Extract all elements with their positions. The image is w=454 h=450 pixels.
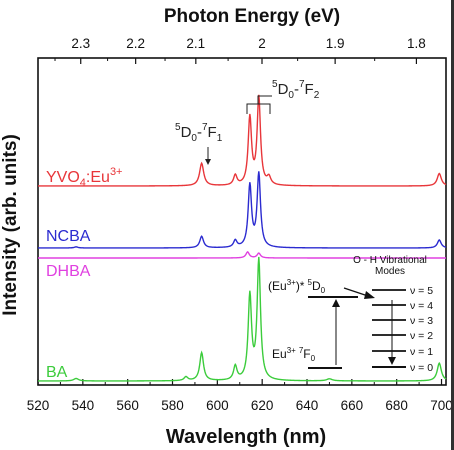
top-tick-label: 2.3 xyxy=(71,36,90,51)
y-axis-title: Intensity (arb. units) xyxy=(0,134,21,316)
transfer-arrow-line xyxy=(343,287,369,297)
top-axis-ticks: 2.3 2.2 2.1 2 1.9 1.8 xyxy=(54,36,426,64)
x-tick-label: 560 xyxy=(116,398,139,413)
excitation-arrowhead xyxy=(332,299,340,307)
inset-title-line1: O - H Vibrational xyxy=(353,255,427,266)
series-label: DHBA xyxy=(46,263,91,280)
vibrational-level-label: ν = 1 xyxy=(410,346,433,358)
transition-f1-annotation: 5D0-7F1 xyxy=(175,122,223,165)
vibrational-level-label: ν = 5 xyxy=(410,285,433,297)
vibrational-level-label: ν = 2 xyxy=(410,330,433,342)
vibrational-level-label: ν = 4 xyxy=(410,300,433,312)
x-tick-label: 580 xyxy=(161,398,184,413)
x-tick-label: 700 xyxy=(430,398,453,413)
top-axis-title: Photon Energy (eV) xyxy=(164,6,340,27)
transition-f2-annotation: 5D0-7F2 xyxy=(246,79,320,114)
excited-state-label: (Eu3+)* 5D0 xyxy=(268,278,326,295)
window-edge xyxy=(451,0,454,450)
top-tick-label: 2.2 xyxy=(126,36,145,51)
x-tick-label: 660 xyxy=(341,398,364,413)
series-label: NCBA xyxy=(46,228,91,245)
energy-level-inset: O - H Vibrational Modes (Eu3+)* 5D0 Eu3+ 7… xyxy=(268,255,433,374)
x-tick-label: 600 xyxy=(206,398,229,413)
series-layer xyxy=(38,94,447,382)
inset-title-line2: Modes xyxy=(375,266,405,277)
series-line-yvo4-eu3- xyxy=(38,94,447,187)
top-tick-label: 2 xyxy=(258,36,266,51)
series-label: BA xyxy=(46,364,68,381)
top-tick-label: 1.9 xyxy=(326,36,345,51)
x-tick-label: 620 xyxy=(251,398,274,413)
series-line-dhba xyxy=(38,250,446,259)
bottom-axis-ticks: 520 540 560 580 600 620 640 660 680 700 xyxy=(27,379,453,413)
transfer-arrowhead xyxy=(364,291,375,299)
x-tick-label: 540 xyxy=(72,398,95,413)
series-labels: YVO4:Eu3+ NCBA DHBA BA xyxy=(46,166,122,381)
plot-frame xyxy=(37,57,447,386)
transition-f2-label: 5D0-7F2 xyxy=(272,79,320,101)
transition-f1-arrowhead xyxy=(205,159,211,165)
x-tick-label: 680 xyxy=(385,398,408,413)
vibrational-level-label: ν = 3 xyxy=(410,315,433,327)
vibrational-level-label: ν = 0 xyxy=(410,362,433,374)
transition-f2-bracket-arm xyxy=(257,95,272,104)
x-axis-title: Wavelength (nm) xyxy=(166,426,326,448)
x-tick-label: 640 xyxy=(296,398,319,413)
vibrational-ladder-arrowhead xyxy=(388,357,396,365)
series-line-ncba xyxy=(38,171,447,249)
vibrational-levels: ν = 5 ν = 4 ν = 3 ν = 2 ν = 1 ν = 0 xyxy=(372,285,433,374)
ground-state-label: Eu3+ 7F0 xyxy=(272,346,316,363)
transition-f1-label: 5D0-7F1 xyxy=(175,122,223,144)
top-tick-label: 1.8 xyxy=(407,36,426,51)
series-line-ba xyxy=(38,256,447,382)
top-tick-label: 2.1 xyxy=(186,36,205,51)
x-tick-label: 520 xyxy=(27,398,50,413)
series-label: YVO4:Eu3+ xyxy=(46,166,122,189)
